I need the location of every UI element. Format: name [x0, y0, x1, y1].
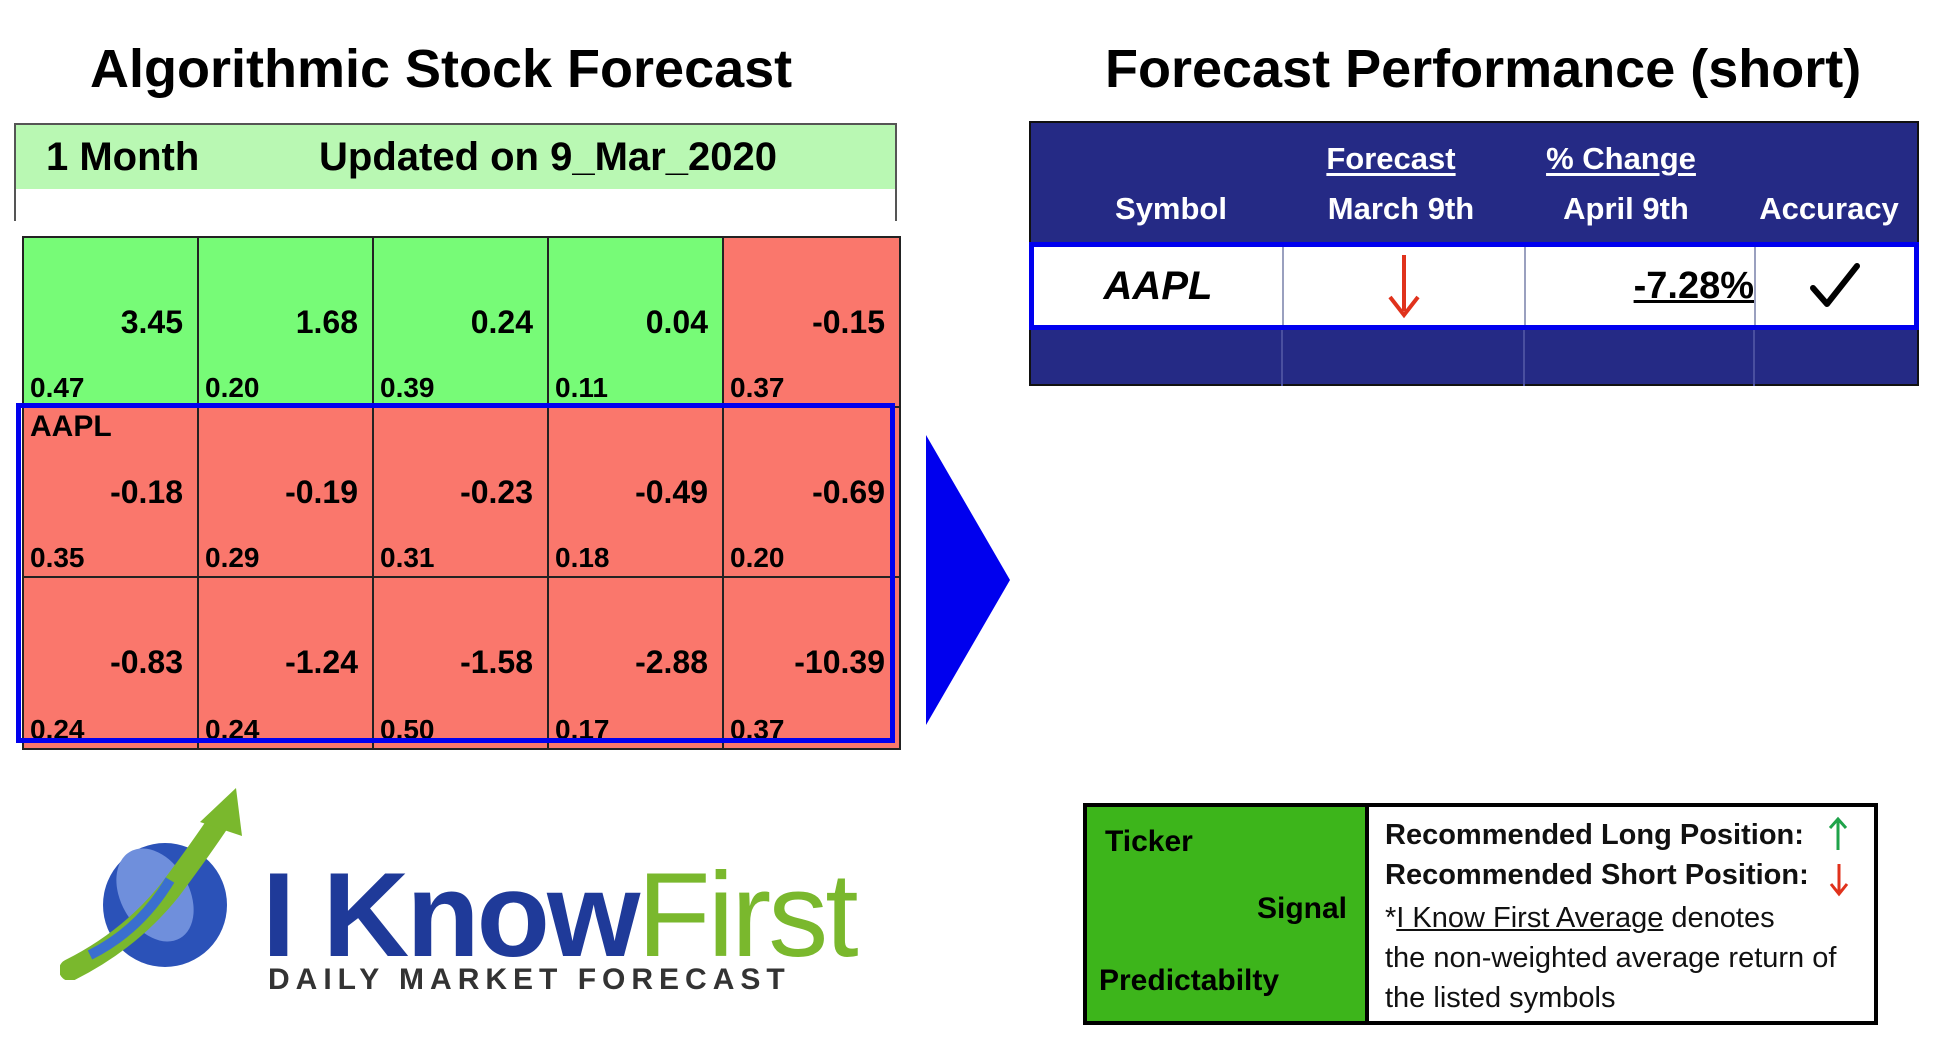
i-know-first-logo-icon: [60, 788, 242, 980]
signal-value: 1.68: [295, 304, 358, 340]
legend-description: Recommended Long Position: Recommended S…: [1385, 815, 1853, 1018]
predictability-value: 0.35: [30, 542, 85, 573]
forecast-header: 1 Month Updated on 9_Mar_2020: [14, 123, 897, 221]
legend-ticker: Ticker: [1105, 825, 1193, 858]
predictability-value: 0.20: [730, 542, 785, 573]
legend-short-row: Recommended Short Position:: [1385, 855, 1853, 898]
accuracy-header: Accuracy: [1759, 191, 1899, 226]
column-divider: [1281, 330, 1283, 386]
logo-wordmark: I KnowFirst: [262, 855, 859, 975]
forecast-title: Algorithmic Stock Forecast: [90, 39, 793, 99]
logo-tagline: DAILY MARKET FORECAST: [268, 963, 791, 996]
forecast-grid: 3.45 0.47 1.68 0.20 0.24 0.39 0.04 0.11 …: [22, 236, 901, 750]
performance-row: AAPL -7.28%: [1029, 242, 1919, 330]
grid-cell: -1.58 0.50: [374, 578, 549, 748]
signal-value: -0.15: [812, 304, 885, 340]
signal-value: -0.83: [110, 644, 183, 680]
predictability-value: 0.37: [730, 372, 785, 403]
legend-average-link[interactable]: I Know First Average: [1396, 902, 1664, 934]
pointer-arrow-icon: [926, 435, 1010, 725]
predictability-value: 0.47: [30, 372, 85, 403]
legend-key: Ticker Signal Predictabilty: [1087, 807, 1369, 1021]
symbol-header: Symbol: [1115, 191, 1227, 226]
logo-word-first: First: [637, 848, 858, 982]
grid-cell: 3.45 0.47: [24, 238, 199, 408]
column-divider: [1523, 330, 1525, 386]
forecast-header-band: 1 Month Updated on 9_Mar_2020: [16, 125, 895, 189]
signal-value: -0.19: [285, 474, 358, 510]
signal-value: 3.45: [120, 304, 183, 340]
period-label: 1 Month: [46, 135, 200, 179]
grid-cell: -1.24 0.24: [199, 578, 374, 748]
predictability-value: 0.31: [380, 542, 435, 573]
predictability-value: 0.20: [205, 372, 260, 403]
row-symbol: AAPL: [1103, 263, 1213, 308]
updated-label: Updated on 9_Mar_2020: [319, 135, 777, 179]
legend-line-2: the non-weighted average return of: [1385, 942, 1837, 974]
signal-value: -1.24: [285, 644, 358, 680]
short-arrow-icon: [1829, 864, 1848, 897]
grid-cell: -0.83 0.24: [24, 578, 199, 748]
signal-value: 0.24: [470, 304, 533, 340]
legend-average-text: denotes: [1663, 902, 1775, 934]
legend-average-line: *I Know First Average denotes: [1385, 898, 1853, 938]
legend-long-row: Recommended Long Position:: [1385, 815, 1853, 855]
signal-value: -1.58: [460, 644, 533, 680]
column-divider: [1282, 247, 1284, 325]
column-divider: [1754, 247, 1756, 325]
predictability-value: 0.11: [555, 372, 608, 403]
legend-line-3: the listed symbols: [1385, 982, 1616, 1014]
legend-predictability: Predictabilty: [1099, 964, 1280, 997]
long-arrow-icon: [1828, 816, 1848, 850]
predictability-value: 0.39: [380, 372, 435, 403]
grid-cell: 0.04 0.11: [549, 238, 724, 408]
grid-cell: -0.15 0.37: [724, 238, 899, 408]
grid-cell: 1.68 0.20: [199, 238, 374, 408]
performance-title: Forecast Performance (short): [1105, 39, 1862, 99]
column-divider: [1524, 247, 1526, 325]
change-header-date: April 9th: [1563, 191, 1689, 226]
legend-signal: Signal: [1256, 892, 1347, 925]
grid-cell: -0.69 0.20: [724, 408, 899, 578]
signal-value: -10.39: [794, 644, 885, 680]
change-header-top: % Change: [1546, 141, 1696, 176]
down-arrow-icon: [1284, 247, 1524, 325]
column-divider: [1753, 330, 1755, 386]
grid-cell: -0.23 0.31: [374, 408, 549, 578]
row-change: -7.28%: [1633, 264, 1754, 307]
legend-box: Ticker Signal Predictabilty Recommended …: [1083, 803, 1878, 1025]
forecast-header-top: Forecast: [1326, 141, 1456, 176]
grid-cell: -0.49 0.18: [549, 408, 724, 578]
checkmark-icon: [1756, 247, 1914, 325]
logo-word-i-know: I Know: [262, 848, 640, 982]
ticker-label: AAPL: [30, 410, 112, 443]
grid-cell: -10.39 0.37: [724, 578, 899, 748]
legend-asterisk: *: [1385, 902, 1397, 934]
signal-value: 0.04: [645, 304, 708, 340]
aapl-highlight-frame: [16, 403, 895, 743]
signal-value: -0.49: [635, 474, 708, 510]
signal-value: -0.23: [460, 474, 533, 510]
predictability-value: 0.18: [555, 542, 610, 573]
signal-value: -2.88: [635, 644, 708, 680]
grid-cell: 0.24 0.39: [374, 238, 549, 408]
predictability-value: 0.29: [205, 542, 260, 573]
signal-value: -0.18: [110, 474, 183, 510]
grid-cell: AAPL -0.18 0.35: [24, 408, 199, 578]
forecast-header-date: March 9th: [1327, 191, 1475, 226]
signal-value: -0.69: [812, 474, 885, 510]
legend-short: Recommended Short Position:: [1385, 859, 1809, 891]
grid-cell: -0.19 0.29: [199, 408, 374, 578]
grid-cell: -2.88 0.17: [549, 578, 724, 748]
legend-long: Recommended Long Position:: [1385, 819, 1804, 851]
